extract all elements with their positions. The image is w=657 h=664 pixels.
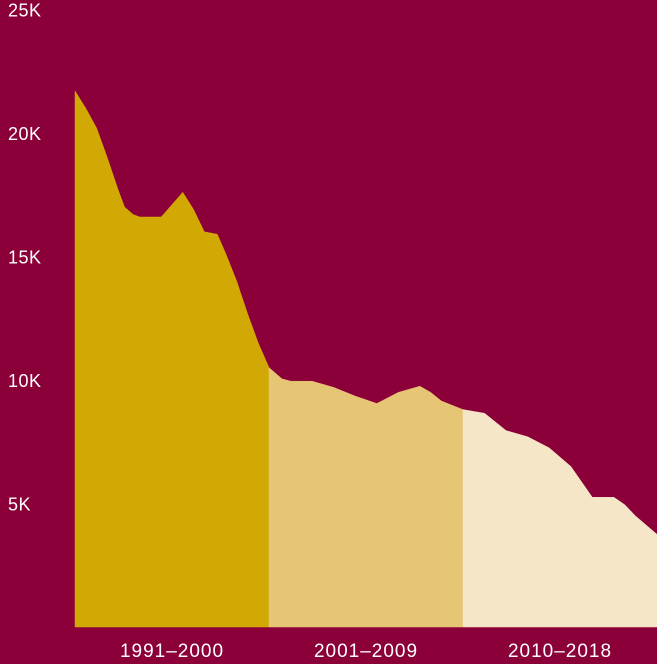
area-segment-2 bbox=[268, 367, 464, 628]
y-tick-label: 15K bbox=[8, 248, 42, 268]
y-tick-label: 5K bbox=[8, 495, 31, 515]
y-tick-label: 25K bbox=[8, 1, 42, 21]
x-category-label: 2010–2018 bbox=[508, 641, 612, 662]
area-segment-1 bbox=[74, 90, 270, 628]
x-category-label: 2001–2009 bbox=[314, 641, 418, 662]
y-tick-label: 20K bbox=[8, 124, 42, 144]
y-tick-label: 10K bbox=[8, 371, 42, 391]
x-category-label: 1991–2000 bbox=[120, 641, 224, 662]
area-segment-3 bbox=[462, 409, 657, 628]
